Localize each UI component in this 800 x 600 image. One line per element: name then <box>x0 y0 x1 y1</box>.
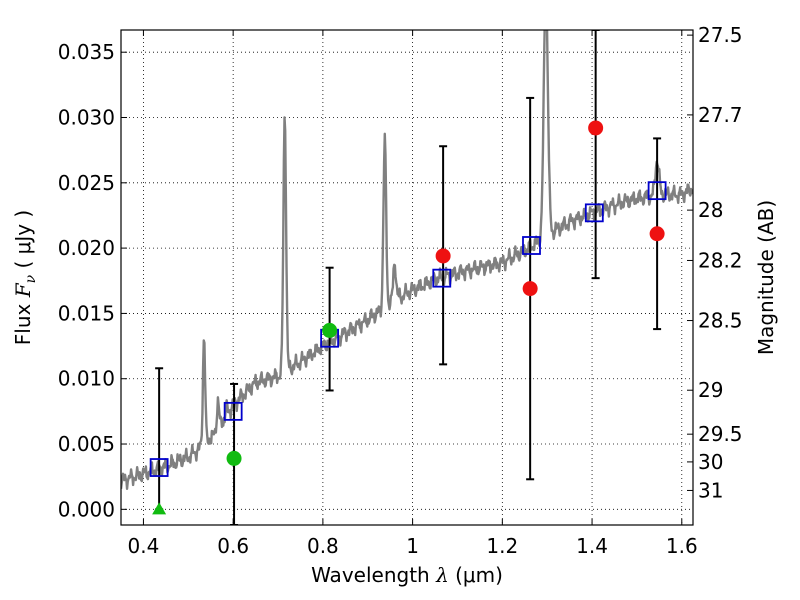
right-tick-label-1: 27.7 <box>698 103 743 127</box>
model-point-3 <box>432 268 452 288</box>
y-tick-label-1: 0.005 <box>58 432 115 456</box>
y-tick-labels: 0.000 0.005 0.010 0.015 0.020 0.025 0.030 0.035 <box>58 40 115 521</box>
observed-point-5 <box>588 120 604 136</box>
model-point-1 <box>223 401 243 421</box>
model-point-0 <box>149 458 169 477</box>
x-axis-label: Wavelength λ (μm) <box>311 563 503 587</box>
right-tick-label-6: 29.5 <box>698 422 743 446</box>
right-tick-label-4: 28.5 <box>698 309 743 333</box>
axis-ticks <box>121 30 693 525</box>
y-tick-label-3: 0.015 <box>58 301 115 325</box>
y-axis-label: Flux Fν ( μJy ) <box>11 210 39 345</box>
right-tick-label-2: 28 <box>698 198 723 222</box>
x-tick-labels: 0.4 0.6 0.8 1 1.2 1.4 1.6 <box>128 534 698 558</box>
model-point-5 <box>584 203 604 223</box>
right-tick-label-3: 28.2 <box>698 248 743 272</box>
observed-point-3 <box>435 248 451 264</box>
right-tick-labels: 27.5 27.7 28 28.2 28.5 29 29.5 30 31 <box>698 23 743 502</box>
observed-points-layer <box>152 120 665 515</box>
x-tick-label-6: 1.6 <box>666 534 698 558</box>
model-point-4 <box>522 236 541 255</box>
x-tick-label-5: 1.4 <box>576 534 608 558</box>
spectrum-line <box>121 30 693 490</box>
right-axis-label: Magnitude (AB) <box>754 200 778 355</box>
x-tick-label-0: 0.4 <box>128 534 160 558</box>
y-tick-label-5: 0.025 <box>58 171 115 195</box>
spectrum-layer <box>121 30 693 490</box>
x-tick-label-2: 0.8 <box>307 534 339 558</box>
observed-point-6 <box>649 226 665 242</box>
model-points-layer <box>149 181 667 477</box>
x-tick-label-3: 1 <box>406 534 419 558</box>
y-tick-label-7: 0.035 <box>58 40 115 64</box>
model-point-6 <box>647 181 667 201</box>
grid-lines <box>121 30 693 525</box>
right-tick-label-7: 30 <box>698 450 723 474</box>
observed-point-0 <box>152 502 167 515</box>
right-tick-label-5: 29 <box>698 378 723 402</box>
x-tick-label-1: 0.6 <box>217 534 249 558</box>
y-tick-label-2: 0.010 <box>58 367 115 391</box>
observed-point-4 <box>522 281 538 297</box>
y-tick-label-4: 0.020 <box>58 236 115 260</box>
y-tick-label-6: 0.030 <box>58 106 115 130</box>
observed-point-2 <box>322 322 338 338</box>
observed-point-1 <box>226 450 242 466</box>
right-tick-label-0: 27.5 <box>698 23 743 47</box>
x-tick-label-4: 1.2 <box>486 534 518 558</box>
right-tick-label-8: 31 <box>698 478 723 502</box>
plot-frame <box>120 29 694 526</box>
y-tick-label-0: 0.000 <box>58 497 115 521</box>
